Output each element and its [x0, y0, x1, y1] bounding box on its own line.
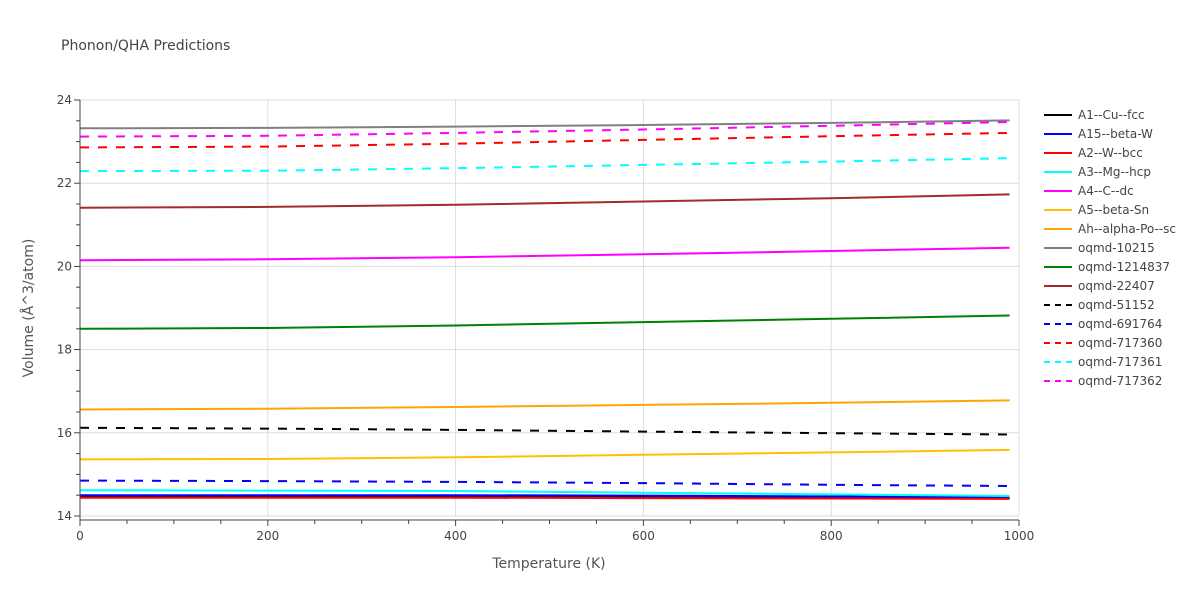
chart-title: Phonon/QHA Predictions	[61, 38, 230, 54]
legend-item[interactable]: A1--Cu--fcc	[1044, 108, 1145, 122]
legend-item[interactable]: oqmd-10215	[1044, 241, 1155, 255]
y-axis-title: Volume (Å^3/atom)	[20, 239, 37, 378]
series-line-A15--beta-W	[80, 494, 1010, 499]
legend-label: Ah--alpha-Po--sc	[1078, 222, 1176, 236]
x-tick-label: 0	[76, 529, 84, 543]
legend-label: A15--beta-W	[1078, 127, 1153, 141]
legend-item[interactable]: A2--W--bcc	[1044, 146, 1143, 160]
legend-item[interactable]: A5--beta-Sn	[1044, 203, 1149, 217]
legend-label: oqmd-1214837	[1078, 260, 1170, 274]
legend-item[interactable]: A4--C--dc	[1044, 184, 1134, 198]
axes	[74, 99, 1020, 526]
legend-item[interactable]: oqmd-691764	[1044, 317, 1162, 331]
legend-label: oqmd-22407	[1078, 279, 1155, 293]
x-tick-label: 600	[632, 529, 655, 543]
legend-label: A1--Cu--fcc	[1078, 108, 1145, 122]
legend-label: A2--W--bcc	[1078, 146, 1143, 160]
series-line-oqmd-51152	[79, 426, 1010, 436]
series-line-oqmd-717360	[79, 131, 1010, 149]
series-line-A4--C--dc	[79, 246, 1010, 262]
legend-item[interactable]: Ah--alpha-Po--sc	[1044, 222, 1176, 236]
legend-label: A5--beta-Sn	[1078, 203, 1149, 217]
legend-item[interactable]: A3--Mg--hcp	[1044, 165, 1151, 179]
series-line-oqmd-10215	[79, 119, 1010, 130]
legend-item[interactable]: oqmd-717362	[1044, 374, 1162, 388]
tick-labels: 0 200 400 600 800 1000 14 16 18 20 22 24	[57, 93, 1035, 543]
legend-label: oqmd-51152	[1078, 298, 1155, 312]
series-line-A5--beta-Sn	[79, 448, 1010, 461]
y-tick-label: 14	[57, 509, 72, 523]
legend[interactable]: A1--Cu--fcc A15--beta-W A2--W--bcc A3--Mg--…	[1044, 108, 1176, 388]
x-tick-label: 800	[820, 529, 843, 543]
legend-item[interactable]: oqmd-51152	[1044, 298, 1155, 312]
y-tick-label: 20	[57, 259, 72, 273]
x-axis-title: Temperature (K)	[491, 556, 605, 572]
series-line-oqmd-717361	[79, 157, 1010, 173]
series-line-A3--Mg--hcp	[79, 489, 1010, 497]
legend-item[interactable]: A15--beta-W	[1044, 127, 1153, 141]
legend-item[interactable]: oqmd-717361	[1044, 355, 1162, 369]
legend-label: oqmd-717361	[1078, 355, 1162, 369]
y-tick-label: 18	[57, 343, 72, 357]
series-line-Ah--alpha-Po--sc	[79, 399, 1010, 411]
series-line-oqmd-717362	[79, 121, 1010, 138]
y-tick-label: 16	[57, 426, 72, 440]
legend-item[interactable]: oqmd-1214837	[1044, 260, 1170, 274]
x-tick-label: 1000	[1004, 529, 1035, 543]
legend-label: oqmd-717360	[1078, 336, 1162, 350]
y-tick-label: 22	[57, 176, 72, 190]
x-tick-label: 200	[256, 529, 279, 543]
legend-label: A3--Mg--hcp	[1078, 165, 1151, 179]
series-layer	[79, 119, 1010, 500]
series-line-oqmd-22407	[79, 193, 1010, 209]
series-line-oqmd-1214837	[79, 314, 1010, 330]
y-tick-label: 24	[57, 93, 72, 107]
legend-item[interactable]: oqmd-717360	[1044, 336, 1162, 350]
legend-label: A4--C--dc	[1078, 184, 1134, 198]
series-line-A2--W--bcc	[80, 496, 1010, 500]
x-tick-label: 400	[444, 529, 467, 543]
grid	[80, 99, 1020, 517]
legend-label: oqmd-691764	[1078, 317, 1162, 331]
legend-label: oqmd-10215	[1078, 241, 1155, 255]
legend-item[interactable]: oqmd-22407	[1044, 279, 1155, 293]
legend-label: oqmd-717362	[1078, 374, 1162, 388]
series-line-oqmd-691764	[79, 479, 1010, 487]
